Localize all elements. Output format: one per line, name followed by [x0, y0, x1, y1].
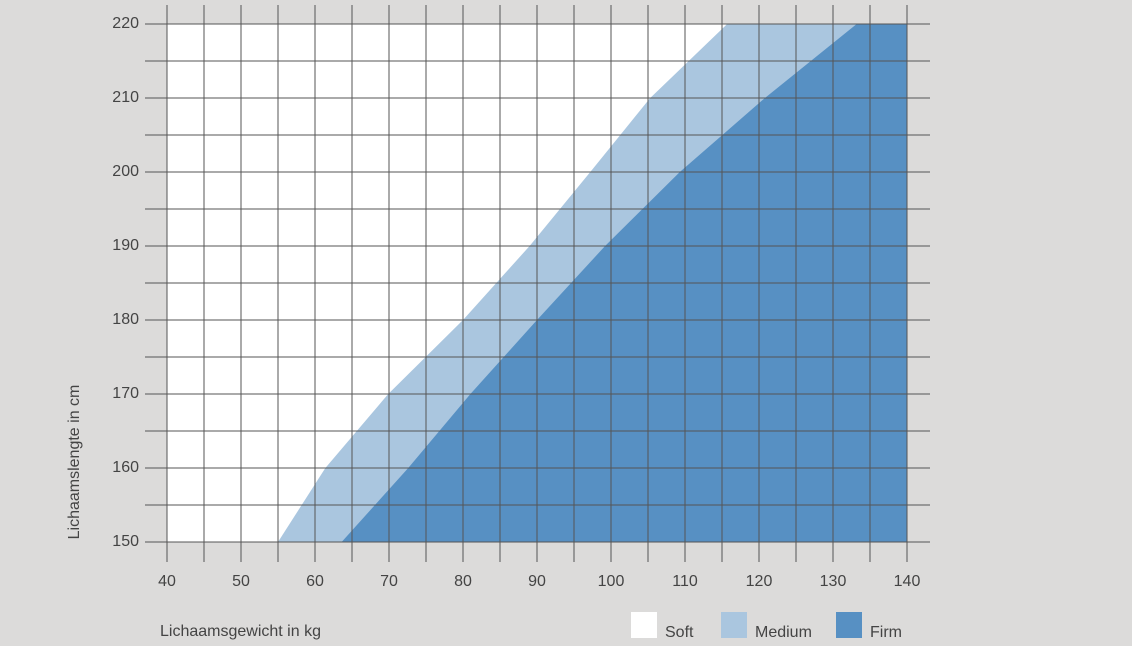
y-tick-label: 160: [112, 459, 139, 476]
y-tick-label: 170: [112, 385, 139, 402]
x-tick-label: 60: [306, 573, 324, 590]
legend-label: Soft: [665, 624, 694, 641]
y-tick-label: 210: [112, 89, 139, 106]
y-tick-label: 220: [112, 15, 139, 32]
legend-swatch: [631, 612, 657, 638]
legend-label: Firm: [870, 624, 902, 641]
legend-swatch: [836, 612, 862, 638]
x-tick-label: 120: [746, 573, 773, 590]
x-tick-label: 50: [232, 573, 250, 590]
x-tick-label: 80: [454, 573, 472, 590]
x-tick-label: 70: [380, 573, 398, 590]
x-tick-label: 110: [672, 573, 698, 590]
x-tick-label: 130: [820, 573, 847, 590]
x-tick-label: 140: [894, 573, 921, 590]
x-tick-label: 100: [598, 573, 625, 590]
x-tick-label: 90: [528, 573, 546, 590]
y-tick-label: 200: [112, 163, 139, 180]
y-axis-title: Lichaamslengte in cm: [66, 385, 83, 540]
y-tick-label: 190: [112, 237, 139, 254]
y-tick-label: 150: [112, 533, 139, 550]
legend-label: Medium: [755, 624, 812, 641]
x-axis-title: Lichaamsgewicht in kg: [160, 623, 321, 640]
legend-swatch: [721, 612, 747, 638]
y-tick-label: 180: [112, 311, 139, 328]
x-tick-label: 40: [158, 573, 176, 590]
